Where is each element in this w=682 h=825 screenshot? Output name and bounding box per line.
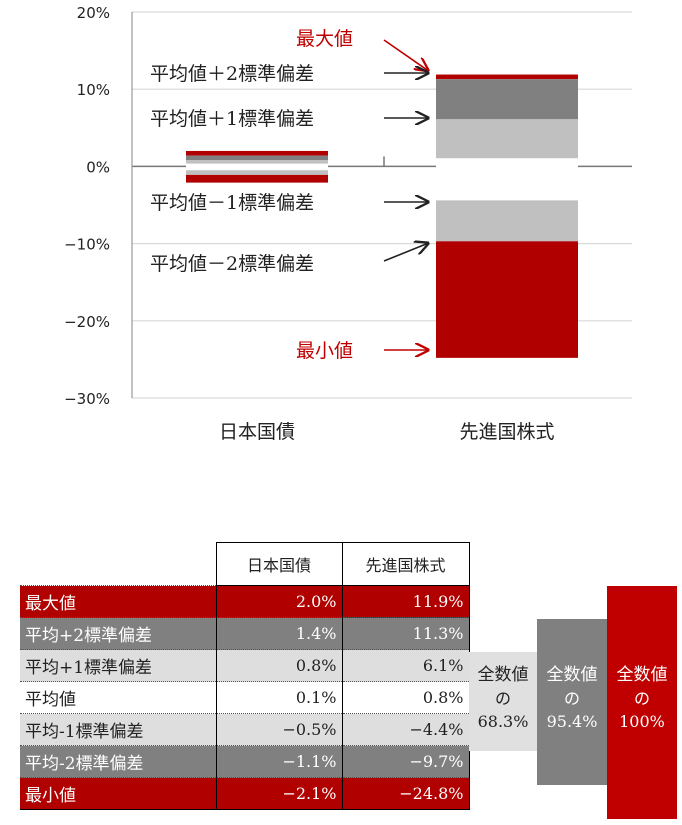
row-value: 0.1% <box>215 681 342 714</box>
coverage-pct: 95.4% <box>546 712 598 731</box>
y-tick-label: 20% <box>77 4 110 22</box>
bar-segment-mean <box>186 165 328 171</box>
coverage-box-68: 全数値 の 68.3% <box>469 652 537 751</box>
bar-segment-m2 <box>436 241 578 358</box>
row-value: −0.5% <box>215 713 342 746</box>
bar-segment-p1 <box>186 160 328 166</box>
row-value: 1.4% <box>215 617 342 650</box>
annotation-arrow <box>383 39 428 71</box>
row-value: 6.1% <box>341 649 470 682</box>
row-value: 0.8% <box>341 681 470 714</box>
annotation-label: 最大値 <box>296 28 353 50</box>
annotation-label: 平均値－1標準偏差 <box>150 192 314 214</box>
row-value: −24.8% <box>341 777 470 810</box>
coverage-box-95: 全数値 の 95.4% <box>537 619 607 785</box>
annotation-label: 平均値＋1標準偏差 <box>150 108 314 130</box>
range-chart: 20% 10% 0% −10% −20% −30% 日本国債 先進国株式 最大値平均値＋2標… <box>64 4 632 443</box>
annotation-label: 最小値 <box>296 340 353 362</box>
row-label: 平均+2標準偏差 <box>20 617 216 650</box>
row-label: 平均値 <box>20 681 216 714</box>
row-value: 11.9% <box>341 585 470 618</box>
bar-segment-m1 <box>186 170 328 175</box>
bar-segment-p2 <box>186 155 328 161</box>
row-value: −4.4% <box>341 713 470 746</box>
y-tick-label: 10% <box>77 81 110 99</box>
row-label: 平均+1標準偏差 <box>20 649 216 682</box>
bar-segment-max <box>186 150 328 156</box>
row-value: −2.1% <box>215 777 342 810</box>
annotation-label: 平均値＋2標準偏差 <box>150 63 314 85</box>
bar-segment-m2 <box>186 174 328 183</box>
coverage-of: の <box>633 689 650 708</box>
bars <box>186 74 578 358</box>
category-label: 先進国株式 <box>459 421 554 443</box>
row-value: 11.3% <box>341 617 470 650</box>
y-tick-label: −30% <box>64 390 110 408</box>
y-tick-label: −20% <box>64 313 110 331</box>
coverage-title: 全数値 <box>477 665 529 685</box>
coverage-box-100: 全数値 の 100% <box>607 586 677 819</box>
table-header: 日本国債 先進国株式 <box>20 542 470 586</box>
header-blank <box>20 543 216 586</box>
coverage-title: 全数値 <box>546 665 598 685</box>
y-tick-label: 0% <box>86 158 110 176</box>
header-global-equity: 先進国株式 <box>341 542 470 586</box>
row-value: 0.8% <box>215 649 342 682</box>
table-row: 平均+1標準偏差 0.8% 6.1% <box>20 649 470 682</box>
table-row: 平均+2標準偏差 1.4% 11.3% <box>20 617 470 650</box>
bar-segment-max <box>436 74 578 80</box>
category-label: 日本国債 <box>219 421 295 443</box>
row-label: 平均-2標準偏差 <box>20 745 216 778</box>
y-axis: 20% 10% 0% −10% −20% −30% <box>64 4 133 408</box>
header-jgb: 日本国債 <box>215 542 343 586</box>
bar-mean-marker <box>186 163 328 168</box>
row-value: −1.1% <box>215 745 342 778</box>
bar-segment-p1 <box>436 119 578 161</box>
coverage-title: 全数値 <box>616 665 668 685</box>
table-row: 最小値 −2.1% −24.8% <box>20 777 470 810</box>
coverage-of: の <box>563 689 580 708</box>
x-axis: 日本国債 先進国株式 <box>219 156 555 443</box>
bar-segment-m1 <box>436 200 578 242</box>
table-row: 平均値 0.1% 0.8% <box>20 681 470 714</box>
row-value: −9.7% <box>341 745 470 778</box>
coverage-pct: 68.3% <box>477 712 529 731</box>
coverage-of: の <box>494 689 511 708</box>
y-tick-label: −10% <box>64 236 110 254</box>
annotation-arrow <box>383 243 428 262</box>
bar-segment-mean <box>436 160 578 201</box>
bar-mean-marker <box>436 158 578 163</box>
bar-segment-p2 <box>436 79 578 120</box>
table-row: 平均-2標準偏差 −1.1% −9.7% <box>20 745 470 778</box>
coverage-pct: 100% <box>619 712 665 731</box>
row-label: 最小値 <box>20 777 216 810</box>
row-label: 最大値 <box>20 585 216 618</box>
stats-table: 日本国債 先進国株式 最大値 2.0% 11.9% 平均+2標準偏差 1.4% 11.3%… <box>20 542 470 810</box>
annotation-label: 平均値－2標準偏差 <box>150 253 314 275</box>
table-row: 平均-1標準偏差 −0.5% −4.4% <box>20 713 470 746</box>
row-label: 平均-1標準偏差 <box>20 713 216 746</box>
table-row: 最大値 2.0% 11.9% <box>20 585 470 618</box>
annotations: 最大値平均値＋2標準偏差平均値＋1標準偏差平均値－1標準偏差平均値－2標準偏差最… <box>150 28 428 362</box>
row-value: 2.0% <box>215 585 342 618</box>
